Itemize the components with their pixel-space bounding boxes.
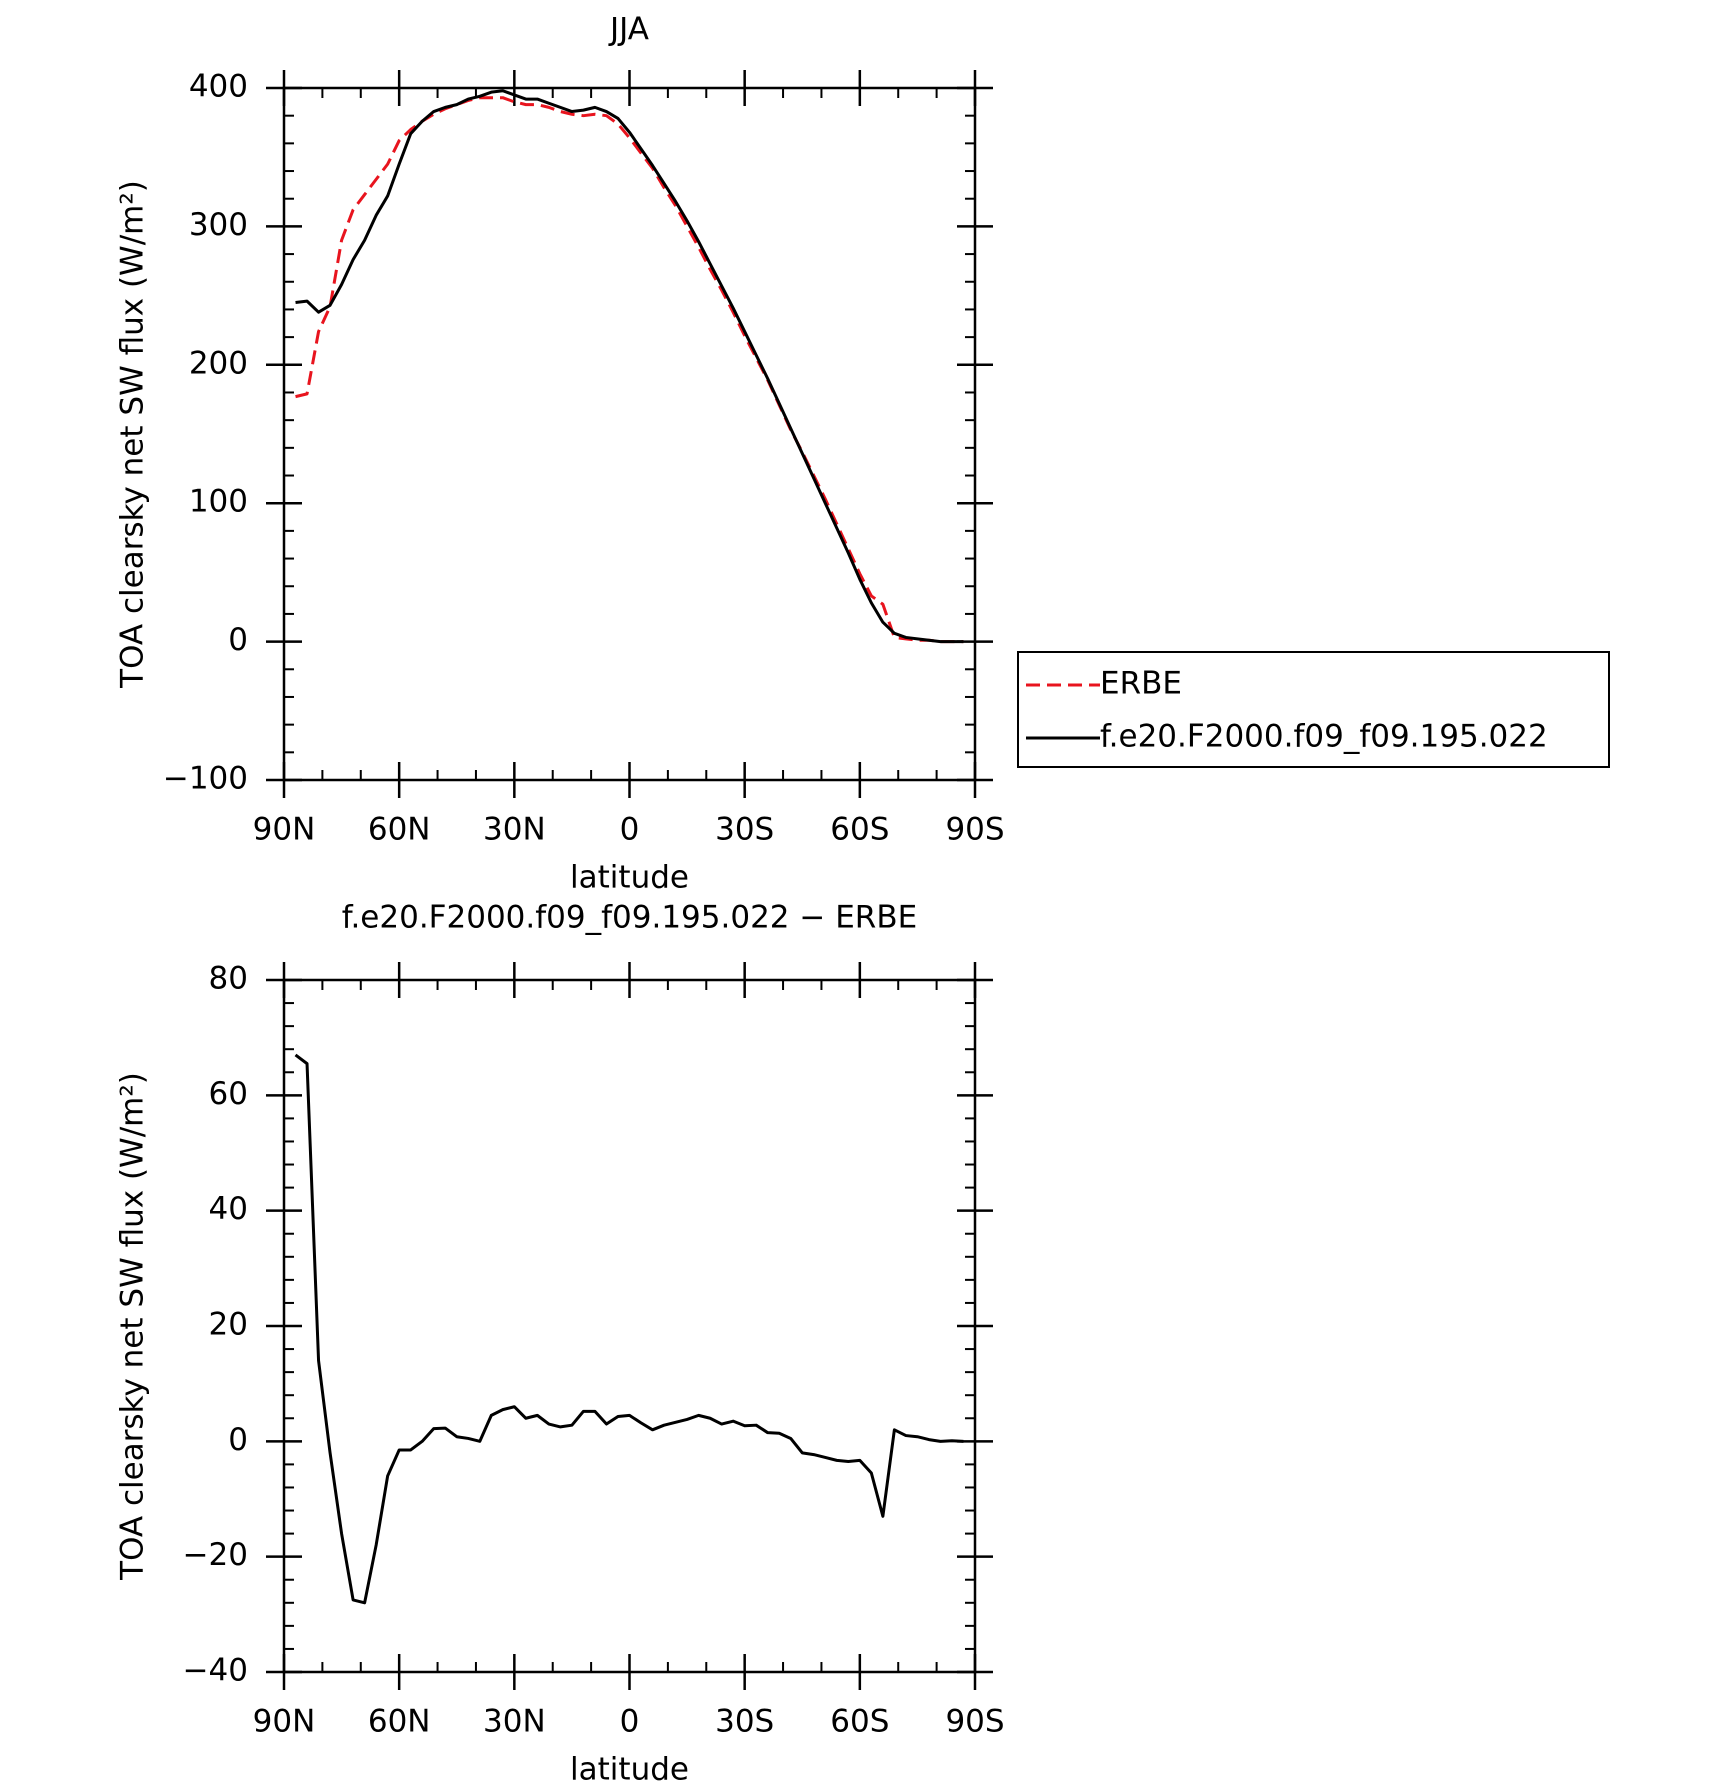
x-tick-label: 30N xyxy=(483,812,546,848)
x-tick-label: 0 xyxy=(620,812,640,848)
y-tick-label: 100 xyxy=(189,484,248,520)
y-tick-label: 400 xyxy=(189,69,248,105)
y-tick-label: 300 xyxy=(189,207,248,243)
x-tick-label: 30S xyxy=(715,812,774,848)
y-tick-label: 40 xyxy=(209,1191,248,1227)
legend-label: ERBE xyxy=(1100,666,1182,702)
y-tick-label: −40 xyxy=(183,1653,248,1689)
x-tick-label: 60S xyxy=(830,812,889,848)
x-tick-label: 90N xyxy=(253,1704,316,1740)
x-axis-label: latitude xyxy=(570,860,689,896)
y-axis-label: TOA clearsky net SW flux (W/m²) xyxy=(115,180,151,689)
y-tick-label: 60 xyxy=(209,1076,248,1112)
legend-label: f.e20.F2000.f09_f09.195.022 xyxy=(1100,719,1548,755)
x-tick-label: 90S xyxy=(945,1704,1004,1740)
y-tick-label: 20 xyxy=(209,1307,248,1343)
chart-title: f.e20.F2000.f09_f09.195.022 − ERBE xyxy=(342,900,917,936)
plot-frame xyxy=(282,86,977,782)
x-tick-label: 30S xyxy=(715,1704,774,1740)
x-tick-label: 60N xyxy=(368,812,431,848)
data-line xyxy=(295,96,964,644)
y-tick-label: −100 xyxy=(163,761,248,797)
legend-box xyxy=(1017,651,1610,768)
data-line xyxy=(294,1053,964,1605)
y-tick-label: 200 xyxy=(189,345,248,381)
plot-frame xyxy=(282,978,977,1674)
y-axis-label: TOA clearsky net SW flux (W/m²) xyxy=(115,1072,151,1581)
y-tick-label: 80 xyxy=(209,961,248,997)
x-tick-label: 30N xyxy=(483,1704,546,1740)
x-tick-label: 90N xyxy=(253,812,316,848)
x-tick-label: 60S xyxy=(830,1704,889,1740)
x-tick-label: 60N xyxy=(368,1704,431,1740)
y-tick-label: 0 xyxy=(228,622,248,658)
chart-title: JJA xyxy=(608,12,649,48)
x-tick-label: 0 xyxy=(620,1704,640,1740)
x-axis-label: latitude xyxy=(570,1752,689,1783)
data-line xyxy=(295,89,964,644)
y-tick-label: −20 xyxy=(183,1537,248,1573)
y-tick-label: 0 xyxy=(228,1422,248,1458)
x-tick-label: 90S xyxy=(945,812,1004,848)
